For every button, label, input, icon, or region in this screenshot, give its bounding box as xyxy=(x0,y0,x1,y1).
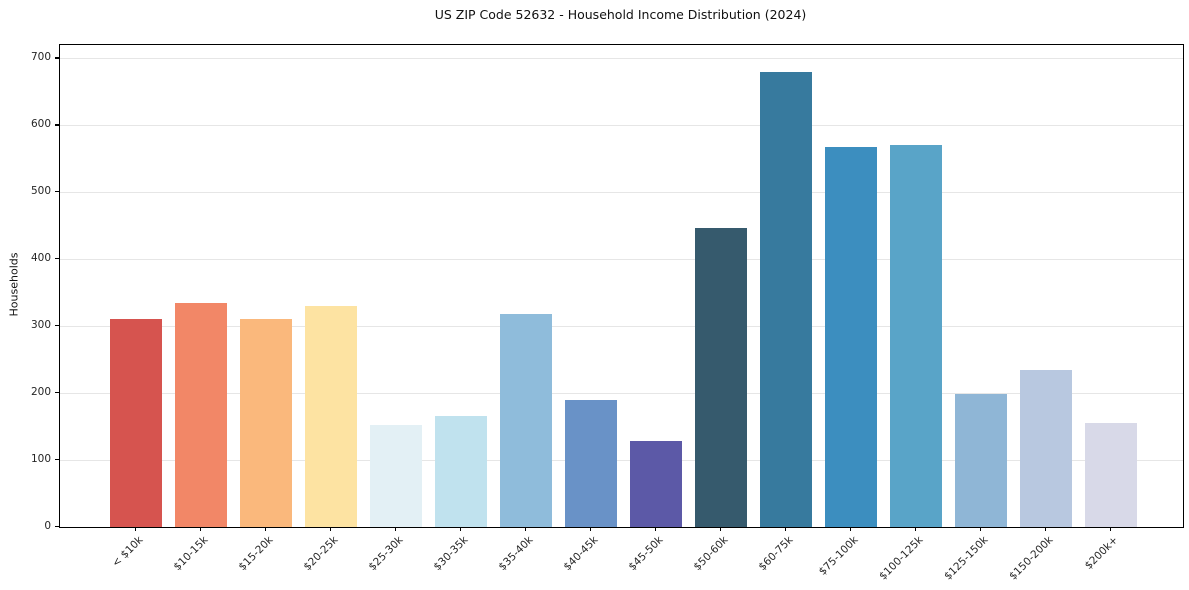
y-tick-mark xyxy=(55,325,59,327)
chart-title: US ZIP Code 52632 - Household Income Dis… xyxy=(434,7,807,22)
y-tick-mark xyxy=(55,124,59,126)
bar-60-75k xyxy=(760,71,812,527)
x-tick-mark xyxy=(1110,527,1112,531)
y-tick-mark xyxy=(55,57,59,59)
gridline xyxy=(60,58,1183,60)
y-tick-mark xyxy=(55,258,59,260)
bar-25-30k xyxy=(370,424,422,527)
bar-45-50k xyxy=(630,440,682,527)
y-tick-label: 400 xyxy=(30,252,51,265)
bar-150-200k xyxy=(1020,370,1072,527)
y-tick-mark xyxy=(55,459,59,461)
x-tick-mark xyxy=(785,527,787,531)
plot-area xyxy=(59,44,1184,528)
gridline xyxy=(60,326,1183,328)
bar-200k xyxy=(1085,422,1137,527)
y-tick-label: 600 xyxy=(30,118,51,131)
x-tick-mark xyxy=(330,527,332,531)
x-tick-mark xyxy=(265,527,267,531)
bar-35-40k xyxy=(500,314,552,527)
x-tick-mark xyxy=(200,527,202,531)
y-tick-mark xyxy=(55,392,59,394)
gridline xyxy=(60,259,1183,261)
x-tick-mark xyxy=(1045,527,1047,531)
y-tick-mark xyxy=(55,526,59,528)
y-tick-label: 300 xyxy=(30,319,51,332)
bar-10-15k xyxy=(175,303,227,527)
gridline xyxy=(60,393,1183,395)
x-tick-mark xyxy=(135,527,137,531)
x-tick-mark xyxy=(460,527,462,531)
y-tick-label: 500 xyxy=(30,185,51,198)
bar-75-100k xyxy=(825,147,877,527)
gridline xyxy=(60,460,1183,462)
x-tick-label: < $10k xyxy=(109,534,146,570)
bar-20-25k xyxy=(305,306,357,527)
x-tick-mark xyxy=(850,527,852,531)
bar-10k xyxy=(110,319,162,527)
x-tick-mark xyxy=(395,527,397,531)
y-tick-label: 700 xyxy=(30,51,51,64)
x-tick-mark xyxy=(980,527,982,531)
x-tick-mark xyxy=(720,527,722,531)
y-tick-label: 200 xyxy=(30,386,51,399)
y-tick-label: 0 xyxy=(44,520,51,532)
bar-125-150k xyxy=(955,393,1007,527)
gridline xyxy=(60,192,1183,194)
x-tick-mark xyxy=(525,527,527,531)
y-tick-label: 100 xyxy=(30,453,51,466)
gridline xyxy=(60,125,1183,127)
x-tick-mark xyxy=(915,527,917,531)
y-tick-mark xyxy=(55,191,59,193)
bar-15-20k xyxy=(240,319,292,527)
bar-50-60k xyxy=(695,228,747,527)
bar-30-35k xyxy=(435,415,487,527)
bar-100-125k xyxy=(890,145,942,527)
x-tick-mark xyxy=(655,527,657,531)
x-tick-mark xyxy=(590,527,592,531)
bar-40-45k xyxy=(565,399,617,527)
